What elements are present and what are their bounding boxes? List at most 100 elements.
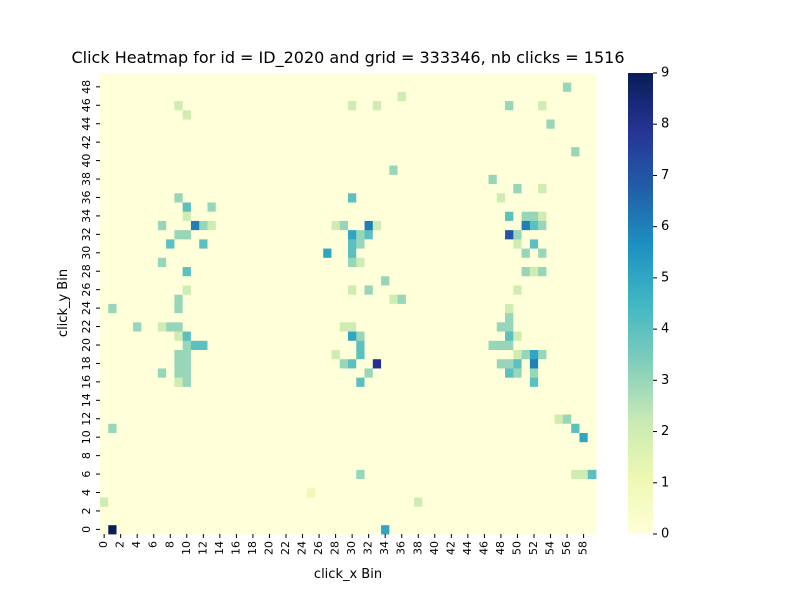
heatmap-cell [215, 119, 225, 129]
heatmap-cell [306, 432, 316, 443]
heatmap-cell [372, 340, 382, 350]
heatmap-cell [116, 285, 126, 295]
heatmap-cell [166, 137, 175, 148]
heatmap-cell [562, 211, 572, 221]
heatmap-cell [290, 73, 299, 83]
heatmap-cell [488, 192, 498, 203]
heatmap-cell [257, 377, 266, 387]
heatmap-cell [273, 183, 283, 194]
heatmap-cell [381, 202, 390, 212]
heatmap-cell [207, 414, 217, 424]
heatmap-cell [215, 377, 225, 387]
heatmap-cell [281, 285, 291, 295]
heatmap-cell [331, 109, 341, 120]
heatmap-cell [364, 487, 374, 498]
heatmap-cell [100, 183, 109, 194]
heatmap-cell [290, 229, 299, 240]
heatmap-cell [438, 478, 448, 489]
heatmap-cell [554, 257, 564, 268]
heatmap-cell [480, 285, 489, 295]
heatmap-cell [447, 73, 456, 83]
heatmap-cell [182, 377, 192, 387]
heatmap-cell [405, 358, 415, 369]
heatmap-cell [133, 137, 142, 148]
heatmap-cell [182, 91, 192, 102]
heatmap-cell [306, 211, 316, 221]
heatmap-cell [240, 349, 250, 360]
heatmap-cell [157, 497, 167, 507]
heatmap-cell [100, 192, 109, 203]
heatmap-cell [455, 73, 465, 83]
heatmap-cell [273, 211, 283, 221]
heatmap-cell [496, 248, 506, 258]
heatmap-cell [356, 451, 365, 461]
heatmap-cell [215, 432, 225, 443]
heatmap-cell [273, 248, 283, 258]
heatmap-cell [265, 248, 274, 258]
heatmap-cell [480, 358, 489, 369]
heatmap-cell [455, 202, 465, 212]
heatmap-cell [273, 294, 283, 304]
heatmap-cell [430, 100, 440, 111]
heatmap-cell [496, 506, 506, 516]
heatmap-cell [281, 349, 291, 360]
heatmap-cell [248, 229, 258, 240]
heatmap-cell [521, 128, 531, 138]
heatmap-cell [430, 321, 440, 332]
y-tick-label: 22 [80, 320, 93, 334]
heatmap-cell [364, 349, 374, 360]
heatmap-cell [273, 100, 283, 111]
heatmap-cell [232, 266, 241, 277]
heatmap-cell [389, 155, 398, 166]
heatmap-cell [447, 460, 456, 470]
heatmap-cell [215, 404, 225, 415]
heatmap-cell [562, 312, 572, 323]
heatmap-cell [405, 119, 415, 129]
heatmap-cell [455, 248, 465, 258]
heatmap-cell [133, 165, 142, 175]
heatmap-cell [306, 202, 316, 212]
heatmap-cell [348, 109, 357, 120]
heatmap-cell [397, 321, 407, 332]
heatmap-cell [571, 91, 580, 102]
heatmap-cell [455, 303, 465, 314]
heatmap-cell [306, 515, 316, 526]
heatmap-cell [587, 82, 597, 92]
heatmap-cell [323, 487, 332, 498]
heatmap-cell [248, 377, 258, 387]
heatmap-cell [496, 257, 506, 268]
heatmap-cell [190, 202, 200, 212]
heatmap-cell [554, 377, 564, 387]
heatmap-cell [480, 506, 489, 516]
heatmap-cell [505, 386, 514, 397]
heatmap-cell [389, 303, 398, 314]
heatmap-cell [571, 404, 580, 415]
heatmap-cell [472, 229, 481, 240]
heatmap-cell [331, 128, 341, 138]
heatmap-cell [538, 395, 547, 406]
heatmap-cell [430, 303, 440, 314]
heatmap-cell [472, 109, 481, 120]
heatmap-cell [430, 155, 440, 166]
heatmap-cell [124, 487, 134, 498]
heatmap-cell [372, 478, 382, 489]
heatmap-cell [298, 331, 308, 341]
heatmap-cell [314, 183, 324, 194]
heatmap-cell [389, 238, 398, 249]
heatmap-cell [488, 441, 498, 452]
heatmap-cell [480, 294, 489, 304]
heatmap-cell [364, 460, 374, 470]
heatmap-cell [414, 266, 423, 277]
heatmap-cell [587, 349, 597, 360]
heatmap-cell [389, 515, 398, 526]
heatmap-cell [546, 128, 556, 138]
heatmap-cell [281, 248, 291, 258]
heatmap-cell [166, 275, 175, 286]
heatmap-cell [372, 368, 382, 378]
heatmap-cell [290, 432, 299, 443]
heatmap-cell [182, 174, 192, 185]
heatmap-cell [149, 238, 159, 249]
heatmap-cell [579, 423, 589, 433]
heatmap-cell [364, 100, 374, 111]
heatmap-cell [405, 174, 415, 185]
